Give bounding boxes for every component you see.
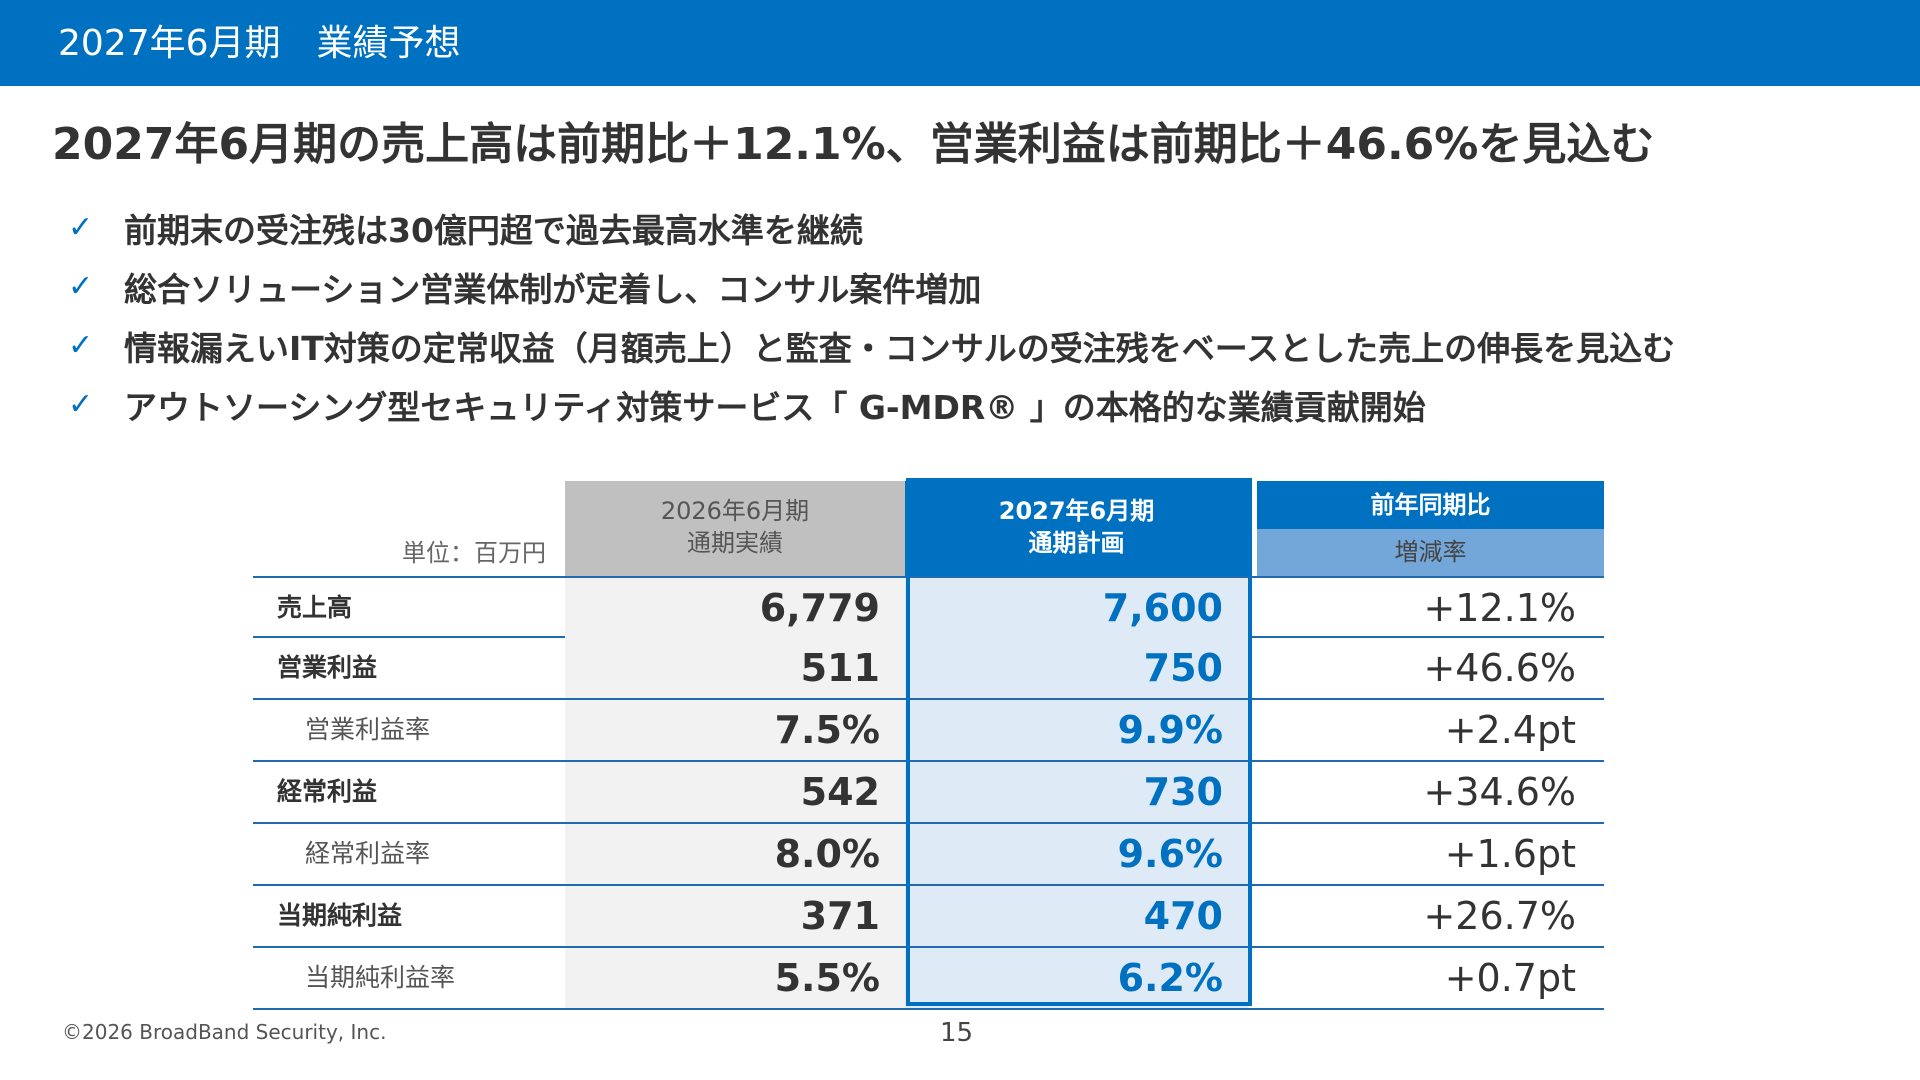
plan-cell: 9.6%: [905, 824, 1248, 884]
table-row: 経常利益 542 730 +34.6%: [253, 762, 1604, 824]
header-prev-year: 2026年6月期 通期実績: [565, 481, 905, 576]
row-label: 当期純利益率: [305, 963, 456, 992]
bullet-item: ✓ 前期末の受注残は30億円超で過去最高水準を継続: [68, 198, 1675, 257]
plan-cell: 7,600: [905, 578, 1248, 638]
rate-cell: +12.1%: [1257, 578, 1604, 638]
header-prev-line2: 通期実績: [687, 529, 783, 557]
prev-cell: 542: [565, 762, 905, 822]
plan-cell: 470: [905, 886, 1248, 946]
table-row: 当期純利益率 5.5% 6.2% +0.7pt: [253, 948, 1604, 1010]
rate-value: +1.6pt: [1444, 832, 1576, 876]
rate-value: +46.6%: [1423, 646, 1576, 690]
check-icon: ✓: [68, 269, 94, 304]
header-plan-line2: 通期計画: [1028, 529, 1125, 557]
rate-value: +26.7%: [1423, 894, 1576, 938]
plan-cell: 750: [905, 638, 1248, 698]
row-label: 経常利益率: [305, 839, 431, 868]
prev-cell: 371: [565, 886, 905, 946]
plan-cell: 9.9%: [905, 700, 1248, 760]
rate-cell: +34.6%: [1257, 762, 1604, 822]
table-row: 売上高 6,779 7,600 +12.1%: [253, 576, 1604, 638]
headline: 2027年6月期の売上高は前期比＋12.1%、営業利益は前期比＋46.6%を見込…: [52, 119, 1655, 170]
header-plan-line1: 2027年6月期: [998, 497, 1155, 525]
prev-cell: 7.5%: [565, 700, 905, 760]
plan-value: 9.9%: [1117, 708, 1223, 752]
unit-label: 単位：百万円: [402, 539, 546, 567]
table-row: 営業利益率 7.5% 9.9% +2.4pt: [253, 700, 1604, 762]
rate-value: +12.1%: [1423, 586, 1576, 630]
header-bar: 2027年6月期 業績予想: [0, 0, 1920, 86]
bullet-text: 前期末の受注残は30億円超で過去最高水準を継続: [124, 210, 863, 250]
header-change-rate: 増減率: [1257, 529, 1604, 576]
rate-cell: +2.4pt: [1257, 700, 1604, 760]
row-label: 営業利益率: [305, 715, 431, 744]
prev-cell: 5.5%: [565, 948, 905, 1008]
bullet-item: ✓ 総合ソリューション営業体制が定着し、コンサル案件増加: [68, 257, 1675, 316]
prev-value: 371: [800, 894, 880, 938]
header-plan-year: 2027年6月期 通期計画: [905, 481, 1248, 576]
plan-value: 7,600: [1102, 586, 1223, 630]
table-row: 当期純利益 371 470 +26.7%: [253, 886, 1604, 948]
table-row: 営業利益 511 750 +46.6%: [253, 638, 1604, 700]
copyright: ©2026 BroadBand Security, Inc.: [62, 1020, 387, 1044]
table-body: 売上高 6,779 7,600 +12.1% 営業利益 511 750 +46.…: [253, 576, 1604, 1010]
table-row: 経常利益率 8.0% 9.6% +1.6pt: [253, 824, 1604, 886]
prev-cell: 8.0%: [565, 824, 905, 884]
prev-cell: 6,779: [565, 578, 905, 638]
row-label: 売上高: [277, 593, 353, 622]
prev-value: 5.5%: [774, 956, 880, 1000]
row-label: 営業利益: [277, 653, 378, 682]
check-icon: ✓: [68, 210, 94, 245]
page-title: 2027年6月期 業績予想: [58, 23, 461, 64]
header-prev-line1: 2026年6月期: [660, 497, 810, 525]
prev-value: 542: [800, 770, 880, 814]
check-icon: ✓: [68, 387, 94, 422]
bullet-list: ✓ 前期末の受注残は30億円超で過去最高水準を継続 ✓ 総合ソリューション営業体…: [68, 198, 1675, 434]
bullet-text: 総合ソリューション営業体制が定着し、コンサル案件増加: [124, 269, 982, 309]
prev-value: 511: [800, 646, 880, 690]
plan-cell: 6.2%: [905, 948, 1248, 1008]
page-number: 15: [940, 1018, 974, 1048]
plan-value: 9.6%: [1117, 832, 1223, 876]
prev-value: 6,779: [759, 586, 880, 630]
bullet-item: ✓ アウトソーシング型セキュリティ対策サービス「 G-MDR® 」の本格的な業績…: [68, 375, 1675, 434]
rate-value: +0.7pt: [1444, 956, 1576, 1000]
bullet-text: 情報漏えいIT対策の定常収益（月額売上）と監査・コンサルの受注残をベースとした売…: [124, 328, 1676, 368]
plan-value: 470: [1143, 894, 1223, 938]
check-icon: ✓: [68, 328, 94, 363]
prev-cell: 511: [565, 638, 905, 698]
prev-value: 8.0%: [774, 832, 880, 876]
rate-value: +34.6%: [1423, 770, 1576, 814]
bullet-text: アウトソーシング型セキュリティ対策サービス「 G-MDR® 」の本格的な業績貢献…: [124, 387, 1426, 427]
plan-cell: 730: [905, 762, 1248, 822]
rate-cell: +46.6%: [1257, 638, 1604, 698]
header-yoy: 前年同期比: [1257, 481, 1604, 529]
bullet-item: ✓ 情報漏えいIT対策の定常収益（月額売上）と監査・コンサルの受注残をベースとし…: [68, 316, 1675, 375]
plan-value: 730: [1143, 770, 1223, 814]
plan-value: 6.2%: [1117, 956, 1223, 1000]
row-label: 経常利益: [277, 777, 378, 806]
rate-cell: +1.6pt: [1257, 824, 1604, 884]
rate-cell: +26.7%: [1257, 886, 1604, 946]
row-label: 当期純利益: [277, 901, 403, 930]
rate-cell: +0.7pt: [1257, 948, 1604, 1008]
rate-value: +2.4pt: [1444, 708, 1576, 752]
plan-value: 750: [1143, 646, 1223, 690]
prev-value: 7.5%: [774, 708, 880, 752]
